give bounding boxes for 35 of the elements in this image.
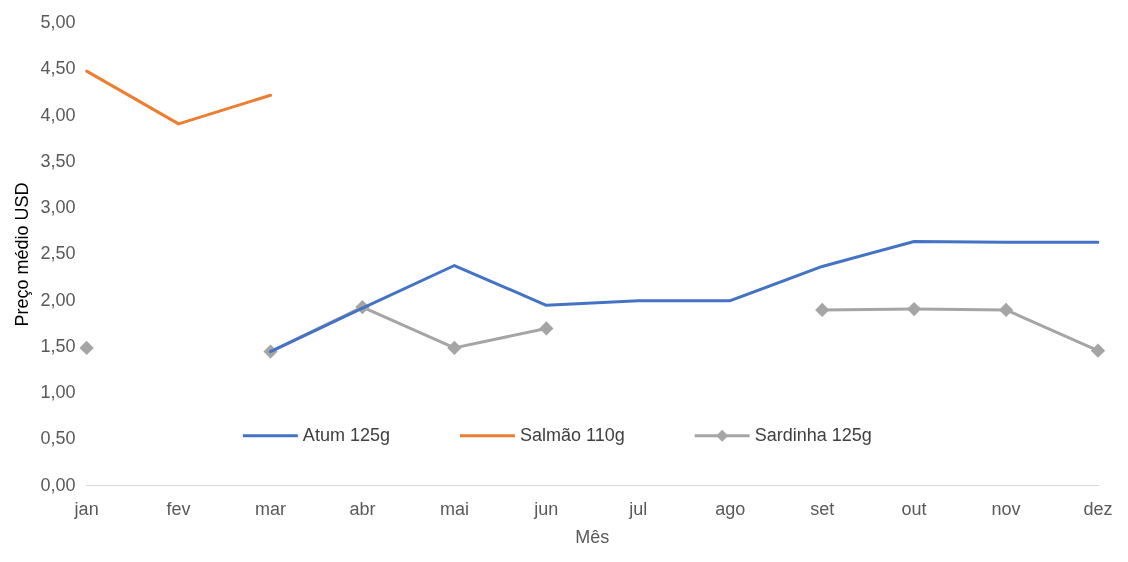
point xyxy=(80,341,94,355)
point xyxy=(907,302,921,316)
x-tick-label: mar xyxy=(255,498,287,519)
point xyxy=(815,303,829,317)
x-tick-label: fev xyxy=(166,498,191,519)
legend-label: Salmão 110g xyxy=(519,424,625,445)
x-tick-label: out xyxy=(901,498,927,519)
x-tick-label: ago xyxy=(715,498,746,519)
y-tick-label: 0,50 xyxy=(40,428,76,449)
x-tick-label: jul xyxy=(628,498,648,519)
x-tick-label: nov xyxy=(991,498,1021,519)
y-tick-label: 2,50 xyxy=(40,243,76,264)
y-tick-label: 5,00 xyxy=(40,11,76,32)
point xyxy=(999,303,1013,317)
y-tick-label: 3,00 xyxy=(40,197,76,218)
x-tick-label: set xyxy=(810,498,835,519)
y-tick-label: 0,00 xyxy=(40,474,76,495)
point xyxy=(539,321,553,335)
y-tick-label: 1,50 xyxy=(40,335,76,356)
legend-label: Atum 125g xyxy=(302,424,390,445)
y-tick-label: 3,50 xyxy=(40,150,76,171)
y-axis-title: Preço médio USD xyxy=(11,182,32,327)
x-tick-label: mai xyxy=(439,498,469,519)
x-tick-label: abr xyxy=(349,498,376,519)
y-tick-label: 2,00 xyxy=(40,289,76,310)
y-tick-label: 4,50 xyxy=(40,58,76,79)
legend-label: Sardinha 125g xyxy=(754,424,872,445)
y-tick-label: 1,00 xyxy=(40,382,76,403)
x-tick-label: jun xyxy=(533,498,559,519)
point xyxy=(447,341,461,355)
point xyxy=(1091,344,1105,358)
x-tick-label: dez xyxy=(1083,498,1113,519)
x-tick-label: jan xyxy=(73,498,99,519)
x-axis-title: Mês xyxy=(575,527,610,548)
y-tick-label: 4,00 xyxy=(40,104,76,125)
